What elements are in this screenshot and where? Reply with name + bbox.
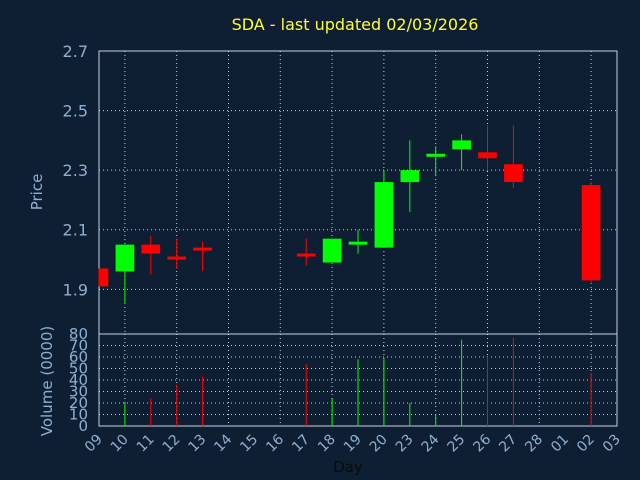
day-tick-label: 28 [522, 432, 546, 456]
price-tick-label: 2.7 [63, 42, 88, 61]
candle-body [478, 152, 497, 159]
candle-body [374, 182, 394, 248]
day-tick-label: 25 [445, 432, 469, 456]
day-tick-label: 18 [315, 432, 339, 456]
price-tick-labels: 1.9 2.1 2.3 2.5 2.7 [63, 42, 88, 299]
volume-bars [124, 337, 592, 426]
candle-body [296, 253, 316, 257]
candle-body [167, 256, 187, 260]
price-tick-label: 2.5 [63, 102, 88, 121]
price-candles [98, 125, 601, 305]
candle-body [348, 241, 368, 245]
day-tick-label: 24 [419, 431, 443, 455]
price-tick-label: 1.9 [63, 280, 88, 299]
day-tick-label: 17 [289, 432, 313, 456]
day-tick-label: 14 [211, 431, 235, 455]
volume-tick-label: 70 [69, 337, 88, 355]
candle-body [115, 244, 135, 272]
volume-tick-label: 10 [69, 406, 88, 424]
day-tick-label: 01 [548, 432, 572, 456]
price-tick-label: 2.1 [63, 221, 88, 240]
price-tick-label: 2.3 [63, 161, 88, 180]
volume-tick-label: 50 [69, 360, 88, 378]
day-tick-label: 27 [496, 432, 520, 456]
volume-tick-label: 80 [69, 325, 88, 343]
candle-body [504, 164, 523, 183]
day-tick-label: 26 [470, 431, 494, 455]
day-tick-label: 16 [263, 431, 287, 455]
candle-body [99, 268, 109, 287]
day-tick-label: 12 [160, 432, 184, 456]
candle-body [193, 247, 212, 251]
day-tick-label: 13 [186, 432, 210, 456]
candle-body [452, 140, 471, 150]
x-axis-label: Day [333, 458, 363, 476]
chart-title: SDA - last updated 02/03/2026 [232, 15, 479, 34]
volume-axis-label: Volume (0000) [38, 326, 56, 436]
volume-tick-label: 60 [69, 348, 88, 366]
candle-body [400, 170, 420, 183]
day-tick-label: 02 [574, 432, 598, 456]
day-tick-label: 15 [237, 432, 261, 456]
volume-tick-label: 40 [69, 371, 88, 389]
day-tick-label: 11 [134, 432, 158, 456]
candle-body [581, 185, 601, 281]
price-gridlines [99, 50, 617, 334]
volume-tick-label: 0 [78, 417, 88, 435]
volume-tick-label: 20 [69, 394, 88, 412]
candle-body [426, 153, 446, 157]
candle-body [141, 244, 161, 254]
day-tick-label: 09 [82, 432, 106, 456]
volume-tick-label: 30 [69, 383, 88, 401]
candle-body [322, 238, 342, 263]
day-tick-label: 19 [341, 432, 365, 456]
day-tick-label: 10 [108, 432, 132, 456]
day-tick-label: 03 [600, 432, 624, 456]
day-tick-label: 20 [367, 432, 391, 456]
price-axis-label: Price [28, 174, 46, 211]
day-tick-labels: 09 10 11 12 13 14 15 16 17 18 19 20 23 24 25 26 27 28 01 02… [82, 431, 624, 455]
day-tick-label: 23 [393, 432, 417, 456]
